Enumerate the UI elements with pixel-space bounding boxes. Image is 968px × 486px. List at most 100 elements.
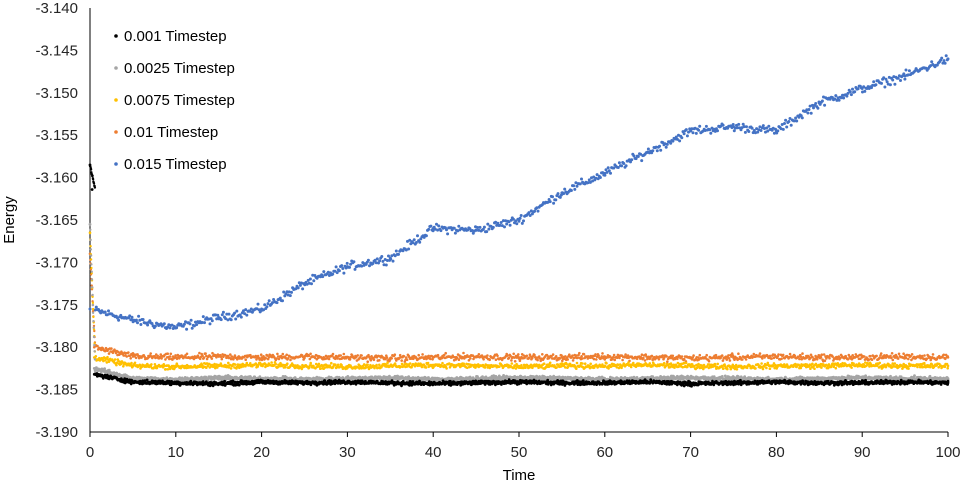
data-point xyxy=(244,358,247,362)
data-point xyxy=(597,354,600,357)
data-point xyxy=(904,356,908,360)
data-point xyxy=(394,249,398,253)
data-point xyxy=(219,318,223,322)
data-point xyxy=(381,259,385,263)
data-point xyxy=(201,354,204,358)
data-point xyxy=(629,365,633,369)
data-point xyxy=(563,187,567,191)
data-point xyxy=(648,362,652,365)
data-point xyxy=(146,323,150,327)
data-point xyxy=(337,269,341,273)
data-point xyxy=(477,228,481,232)
data-point xyxy=(849,93,853,97)
data-point xyxy=(418,240,422,244)
data-point xyxy=(518,359,522,363)
data-point xyxy=(496,354,499,358)
data-point xyxy=(361,261,365,265)
y-tick-label: -3.150 xyxy=(35,85,78,102)
data-point xyxy=(424,234,428,238)
data-point xyxy=(707,359,711,363)
data-point xyxy=(882,76,886,80)
data-point xyxy=(692,354,695,357)
data-point xyxy=(406,239,409,243)
data-point xyxy=(554,198,558,202)
data-point xyxy=(301,287,305,291)
data-point xyxy=(96,344,99,348)
data-point xyxy=(906,73,910,77)
data-point xyxy=(923,361,926,365)
data-point xyxy=(682,132,686,136)
data-point xyxy=(883,85,887,89)
data-point xyxy=(831,355,834,358)
data-point xyxy=(731,354,735,357)
data-point xyxy=(263,303,267,307)
data-point xyxy=(942,353,946,357)
data-point xyxy=(697,128,701,132)
data-point xyxy=(880,81,883,85)
data-point xyxy=(893,362,897,365)
data-point xyxy=(170,323,174,327)
data-point xyxy=(229,318,233,322)
data-point xyxy=(574,354,578,357)
y-tick-label: -3.165 xyxy=(35,212,78,229)
data-point xyxy=(592,357,596,361)
data-point xyxy=(708,128,712,132)
data-point xyxy=(278,296,282,300)
data-point xyxy=(856,87,860,91)
data-point xyxy=(453,231,457,235)
data-point xyxy=(294,287,298,291)
data-point xyxy=(640,159,644,163)
data-point xyxy=(720,354,724,357)
data-point xyxy=(678,139,682,143)
data-point xyxy=(335,271,339,275)
data-point xyxy=(125,355,129,358)
data-point xyxy=(747,130,751,133)
data-point xyxy=(277,357,281,361)
data-point xyxy=(298,283,302,287)
data-point xyxy=(626,354,630,357)
data-point xyxy=(111,351,115,355)
data-point xyxy=(220,313,224,317)
data-point xyxy=(816,106,820,110)
data-point xyxy=(777,353,780,356)
data-point xyxy=(262,308,266,312)
data-point xyxy=(823,359,827,363)
data-point xyxy=(510,359,513,362)
data-point xyxy=(871,83,875,87)
data-point xyxy=(867,358,871,361)
data-point xyxy=(501,219,505,223)
data-point xyxy=(457,358,461,362)
data-point xyxy=(498,223,502,227)
data-point xyxy=(117,318,121,322)
data-point xyxy=(327,357,331,361)
data-point xyxy=(373,258,377,262)
data-point xyxy=(230,355,234,358)
data-point xyxy=(714,353,718,357)
y-tick-label: -3.190 xyxy=(35,424,78,441)
data-point xyxy=(578,182,582,186)
data-point xyxy=(603,173,607,177)
data-point xyxy=(946,355,949,358)
data-point xyxy=(835,98,839,102)
data-point xyxy=(819,355,823,359)
data-point xyxy=(244,308,248,312)
data-point xyxy=(813,367,816,371)
data-point xyxy=(884,77,888,81)
data-point xyxy=(306,278,310,282)
data-point xyxy=(216,313,220,317)
data-point xyxy=(721,123,725,127)
data-point xyxy=(910,353,914,356)
data-point xyxy=(861,90,864,94)
data-point xyxy=(907,357,910,361)
data-point xyxy=(569,189,573,192)
data-point xyxy=(797,115,801,119)
data-point xyxy=(397,252,400,256)
data-point xyxy=(758,125,762,129)
data-point xyxy=(851,87,854,91)
data-point xyxy=(573,187,577,191)
data-point xyxy=(833,97,837,101)
data-point xyxy=(575,367,578,371)
data-point xyxy=(384,263,388,267)
data-point xyxy=(134,356,138,360)
